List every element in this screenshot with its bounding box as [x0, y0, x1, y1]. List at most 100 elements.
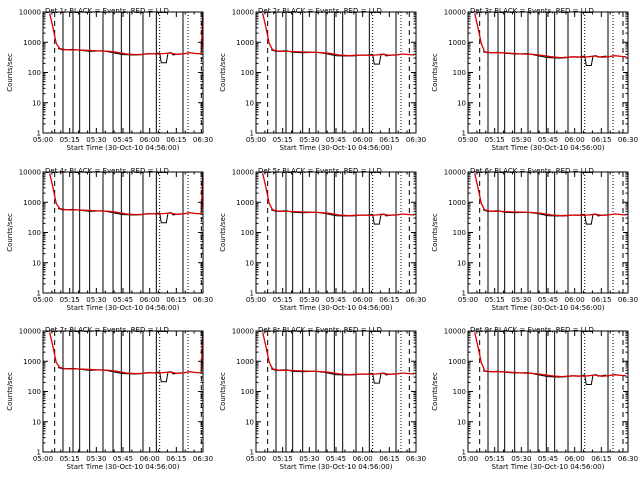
x-tick-label: 05:15: [60, 455, 80, 463]
y-tick-label: 10000: [232, 169, 254, 177]
x-tick-label: 06:15: [166, 136, 186, 144]
x-tick-label: 05:00: [246, 296, 266, 304]
x-tick-label: 05:30: [511, 136, 531, 144]
y-tick-label: 1000: [448, 39, 466, 47]
events-series-line: [57, 367, 182, 383]
y-tick-label: 10000: [19, 169, 41, 177]
x-tick-label: 05:45: [326, 296, 346, 304]
series-group: [262, 13, 415, 65]
x-tick-label: 06:00: [565, 455, 585, 463]
panel-title: Det 4r BLACK = Events, RED = LLD: [45, 167, 169, 175]
x-tick-label: 06:30: [618, 136, 638, 144]
y-tick-label: 1000: [23, 199, 41, 207]
x-axis-label: Start Time (30-Oct-10 04:56:00): [67, 144, 180, 152]
y-tick-label: 10: [245, 99, 254, 107]
x-tick-label: 05:00: [458, 136, 478, 144]
panel-title: Det 8r BLACK = Events, RED = LLD: [258, 326, 382, 334]
panel-title: Det 5r BLACK = Events, RED = LLD: [258, 167, 382, 175]
x-tick-label: 05:30: [299, 136, 319, 144]
y-axis-label: Counts/sec: [6, 53, 14, 92]
lld-series-line: [49, 331, 203, 375]
x-tick-label: 05:45: [113, 136, 133, 144]
series-group: [474, 13, 627, 66]
x-tick-label: 06:15: [166, 455, 186, 463]
x-tick-label: 06:00: [353, 455, 373, 463]
y-tick-label: 100: [241, 388, 254, 396]
y-axis-label: Counts/sec: [431, 213, 439, 252]
y-tick-label: 1: [462, 130, 466, 138]
y-axis-label: Counts/sec: [219, 372, 227, 411]
x-tick-label: 05:00: [33, 296, 53, 304]
x-tick-label: 05:30: [299, 455, 319, 463]
x-tick-label: 06:15: [166, 296, 186, 304]
events-series-line: [482, 370, 607, 385]
y-tick-label: 10000: [444, 169, 466, 177]
y-axis-label: Counts/sec: [431, 372, 439, 411]
x-axis-label: Start Time (30-Oct-10 04:56:00): [280, 304, 393, 312]
plot-frame: [467, 330, 629, 453]
x-tick-label: 06:30: [406, 136, 426, 144]
y-tick-label: 100: [28, 388, 41, 396]
y-axis-label: Counts/sec: [6, 372, 14, 411]
x-axis-label: Start Time (30-Oct-10 04:56:00): [492, 463, 605, 471]
x-tick-label: 06:00: [565, 136, 585, 144]
events-series-line: [482, 51, 607, 66]
y-tick-label: 10: [32, 259, 41, 267]
x-tick-label: 05:00: [458, 296, 478, 304]
x-tick-label: 05:00: [458, 455, 478, 463]
x-tick-label: 06:15: [591, 136, 611, 144]
y-tick-label: 1: [37, 130, 41, 138]
x-tick-label: 06:00: [353, 296, 373, 304]
x-tick-label: 05:45: [113, 455, 133, 463]
y-tick-label: 1000: [23, 358, 41, 366]
panel-title: Det 9r BLACK = Events, RED = LLD: [470, 326, 594, 334]
x-tick-label: 05:15: [485, 455, 505, 463]
x-tick-label: 05:15: [273, 455, 293, 463]
x-axis-label: Start Time (30-Oct-10 04:56:00): [492, 144, 605, 152]
lld-series-line: [49, 12, 203, 56]
x-tick-label: 05:30: [86, 296, 106, 304]
y-tick-label: 10: [245, 418, 254, 426]
y-tick-label: 1: [250, 130, 254, 138]
x-axis-label: Start Time (30-Oct-10 04:56:00): [492, 304, 605, 312]
y-tick-label: 1: [462, 290, 466, 298]
detector-panel: 1 10 100 1000 10000 05:00 05:15 05:30 05:45 06:00…: [431, 326, 638, 471]
detector-panel: 1 10 100 1000 10000 05:00 05:15 05:30 05:45 06:00…: [219, 326, 426, 471]
x-tick-label: 06:30: [193, 136, 213, 144]
x-tick-label: 05:15: [485, 136, 505, 144]
y-tick-label: 100: [28, 69, 41, 77]
x-tick-label: 05:00: [246, 455, 266, 463]
y-tick-label: 1: [462, 449, 466, 457]
x-tick-label: 05:45: [113, 296, 133, 304]
plot-frame: [467, 171, 629, 294]
y-tick-label: 10000: [444, 9, 466, 17]
lld-series-line: [474, 332, 627, 378]
x-tick-label: 05:45: [538, 455, 558, 463]
x-axis-label: Start Time (30-Oct-10 04:56:00): [280, 463, 393, 471]
plot-frame: [467, 11, 629, 134]
y-tick-label: 10000: [444, 328, 466, 336]
lld-series-line: [262, 173, 415, 217]
series-group: [474, 332, 627, 385]
plot-frame: [42, 171, 204, 294]
detector-panel: 1 10 100 1000 10000 05:00 05:15 05:30 05:45 06:00…: [6, 7, 213, 152]
detector-panel: 1 10 100 1000 10000 05:00 05:15 05:30 05:45 06:00…: [6, 326, 213, 471]
x-tick-label: 06:00: [140, 136, 160, 144]
y-tick-label: 1: [37, 290, 41, 298]
x-tick-label: 05:00: [33, 136, 53, 144]
y-tick-label: 10: [457, 418, 466, 426]
series-group: [262, 173, 415, 225]
x-tick-label: 05:15: [273, 296, 293, 304]
plot-frame: [255, 11, 417, 134]
plot-frame: [42, 330, 204, 453]
y-tick-label: 1: [37, 449, 41, 457]
x-tick-label: 06:15: [591, 296, 611, 304]
x-tick-label: 05:45: [538, 296, 558, 304]
lld-series-line: [49, 172, 203, 216]
detector-panel: 1 10 100 1000 10000 05:00 05:15 05:30 05:45 06:00…: [431, 167, 638, 312]
panel-title: Det 3r BLACK = Events, RED = LLD: [470, 7, 594, 15]
x-tick-label: 05:00: [33, 455, 53, 463]
panel-title: Det 7r BLACK = Events, RED = LLD: [45, 326, 169, 334]
panel-title: Det 1r BLACK = Events, RED = LLD: [45, 7, 169, 15]
